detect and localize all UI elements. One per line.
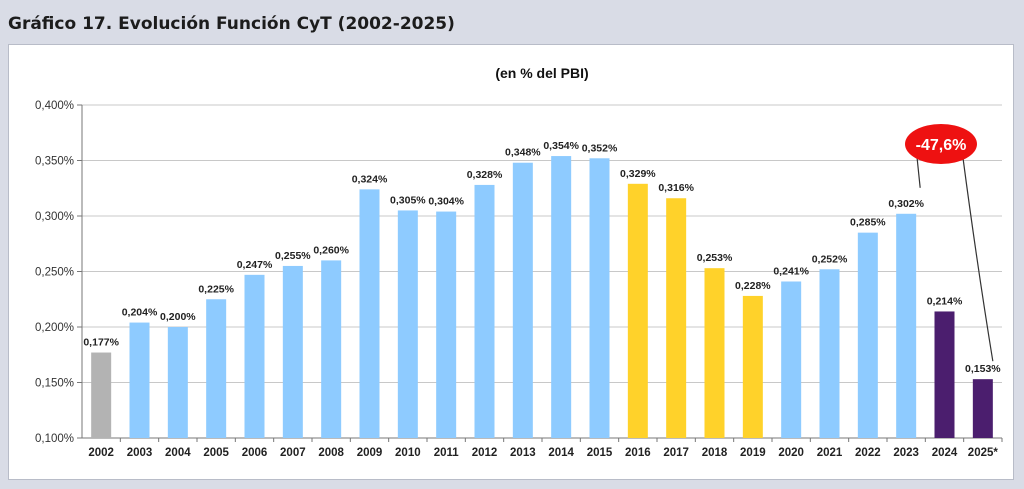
x-tick-label-2009: 2009 [357,447,383,459]
bar-2012 [474,184,495,438]
data-label-2008: 0,260% [313,244,349,256]
data-label-2018: 0,253% [697,252,733,264]
bar-2023 [896,213,917,438]
data-label-2021: 0,252% [812,253,848,265]
x-tick-label-2006: 2006 [242,447,268,459]
x-tick-label-2002: 2002 [88,447,114,459]
data-label-2004: 0,200% [160,311,196,323]
y-tick-label: 0,250% [35,267,74,279]
bar-2005 [206,299,227,438]
x-tick-label-2019: 2019 [740,447,766,459]
data-label-2017: 0,316% [658,182,694,194]
chart-panel: (en % del PBI) 0,100% 0,150% 0,200% 0,250% 0,… [8,44,1014,480]
y-tick-label: 0,350% [35,156,74,168]
x-tick-label-2013: 2013 [510,447,536,459]
change-callout-text: -47,6% [916,137,967,154]
data-label-2002: 0,177% [83,337,119,349]
x-tick-label-2022: 2022 [855,447,881,459]
data-label-2014: 0,354% [543,140,579,152]
bar-2004 [167,327,188,438]
bar-2008 [321,260,342,438]
y-tick-label: 0,150% [35,378,74,390]
x-tick-label-2008: 2008 [318,447,344,459]
x-tick-label-2007: 2007 [280,447,306,459]
chart-subtitle: (en % del PBI) [495,65,588,81]
y-tick-label: 0,300% [35,211,74,223]
data-label-2024: 0,214% [927,295,963,307]
data-label-2005: 0,225% [198,283,234,295]
bar-2016 [627,183,648,438]
data-label-2011: 0,304% [428,196,464,208]
data-label-2012: 0,328% [467,169,503,181]
x-tick-label-2024: 2024 [932,447,958,459]
bar-2003 [129,322,150,438]
data-label-2022: 0,285% [850,217,886,229]
x-tick-label-2017: 2017 [663,447,689,459]
x-tick-label-2005: 2005 [203,447,229,459]
data-label-2023: 0,302% [888,198,924,210]
x-tick-label-2011: 2011 [434,447,460,459]
chart-title: Gráfico 17. Evolución Función CyT (2002-… [8,14,455,34]
data-label-2020: 0,241% [773,265,809,277]
data-label-2010: 0,305% [390,194,426,206]
bar-2022 [857,232,878,438]
x-tick-label-2015: 2015 [587,447,613,459]
bar-2017 [666,198,687,438]
bar-chart: (en % del PBI) 0,100% 0,150% 0,200% 0,250% 0,… [35,65,1003,459]
x-tick-label-2023: 2023 [893,447,919,459]
bar-2013 [512,162,533,438]
x-tick-label-2012: 2012 [472,447,498,459]
change-callout-badge [905,124,977,164]
data-label-2013: 0,348% [505,147,541,159]
data-label-2003: 0,204% [122,307,158,319]
data-label-2006: 0,247% [237,259,273,271]
bar-2011 [436,211,457,438]
bar-2024 [934,311,955,438]
x-tick-label-2020: 2020 [778,447,804,459]
x-tick-label-2025*: 2025* [968,447,999,459]
bar-2020 [781,281,802,438]
x-tick-label-2010: 2010 [395,447,421,459]
bar-2015 [589,158,610,438]
bar-2018 [704,268,725,438]
bar-2019 [742,295,763,438]
bar-2014 [551,156,572,438]
bar-2002 [91,352,112,438]
bar-2025* [972,379,993,438]
chart-heading: Gráfico 17. Evolución Función CyT (2002-… [0,0,1024,44]
data-label-2015: 0,352% [582,142,618,154]
y-tick-label: 0,200% [35,322,74,334]
callout-connector-left [916,156,921,188]
data-label-2019: 0,228% [735,280,771,292]
y-tick-label: 0,400% [35,100,74,112]
bar-2006 [244,274,265,438]
bar-2009 [359,189,380,438]
x-tick-label-2021: 2021 [817,447,843,459]
x-tick-label-2004: 2004 [165,447,191,459]
data-label-2016: 0,329% [620,168,656,180]
data-label-2025*: 0,153% [965,363,1001,375]
x-tick-label-2018: 2018 [702,447,728,459]
x-tick-label-2003: 2003 [127,447,153,459]
bar-2007 [282,265,303,438]
callout-connector-right [962,157,994,362]
x-tick-label-2016: 2016 [625,447,651,459]
x-tick-label-2014: 2014 [548,447,574,459]
data-label-2007: 0,255% [275,250,311,262]
bar-2010 [397,210,418,438]
bar-2021 [819,269,840,438]
data-label-2009: 0,324% [352,173,388,185]
y-tick-label: 0,100% [35,433,74,445]
